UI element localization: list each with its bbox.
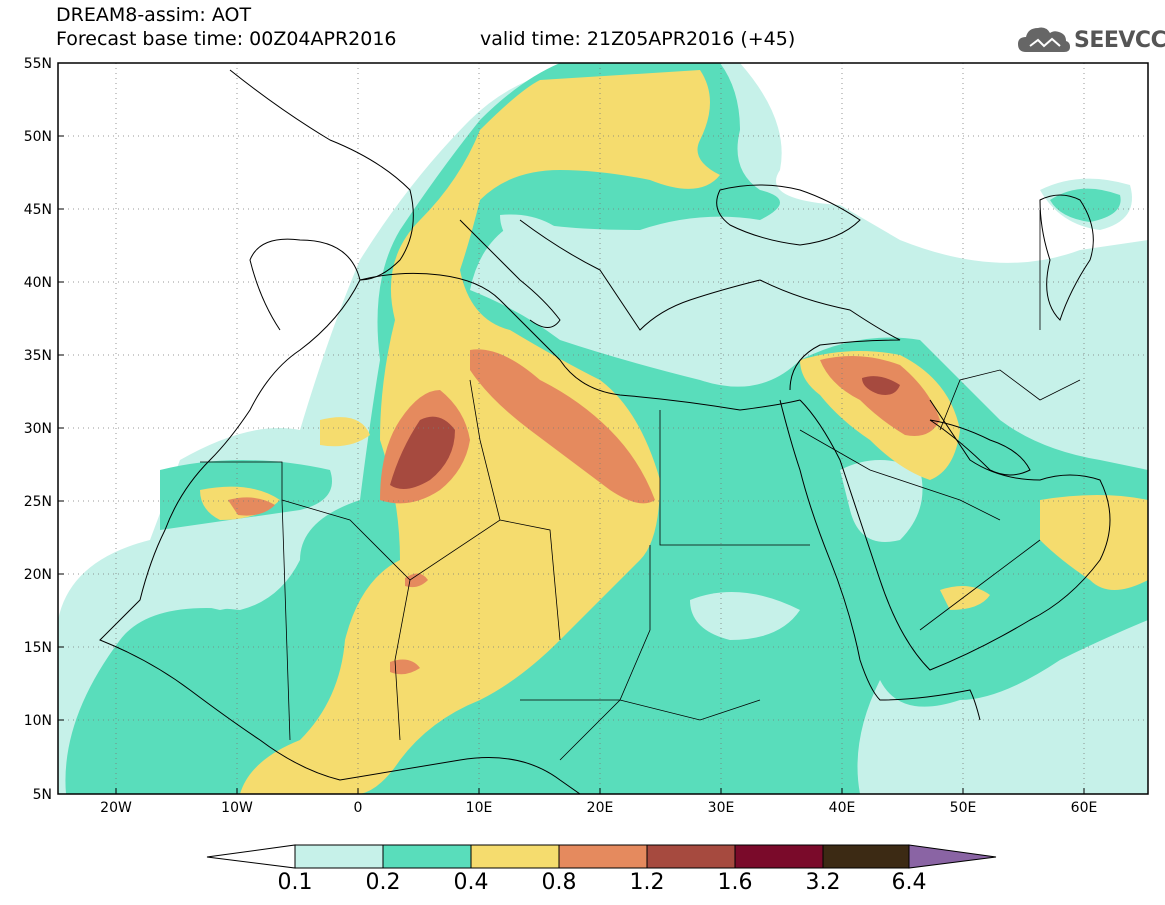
lon-label: 20E bbox=[587, 800, 614, 816]
colorbar-swatch-0.4 bbox=[470, 844, 560, 869]
aot-level-1.2 bbox=[390, 416, 455, 489]
colorbar-label: 0.8 bbox=[541, 870, 577, 895]
colorbar-swatch-0.2 bbox=[382, 844, 472, 869]
borders bbox=[200, 210, 1081, 761]
colorbar-swatch-0.1 bbox=[294, 844, 384, 869]
persian-gulf bbox=[929, 419, 1031, 476]
colorbar-label: 3.2 bbox=[805, 870, 841, 895]
map-title: DREAM8-assim: AOT bbox=[56, 4, 252, 26]
colorbar bbox=[206, 844, 997, 869]
mediterranean-south-coast bbox=[359, 272, 801, 411]
cloud-icon bbox=[1018, 27, 1070, 52]
colorbar-label: 1.2 bbox=[629, 870, 665, 895]
lon-label: 60E bbox=[1071, 800, 1098, 816]
black-sea bbox=[716, 184, 861, 246]
lat-label: 5N bbox=[33, 787, 52, 803]
colorbar-swatch-3.2 bbox=[822, 844, 910, 869]
lat-label: 50N bbox=[24, 129, 52, 145]
lon-label: 30E bbox=[708, 800, 735, 816]
lon-label: 10W bbox=[221, 800, 253, 816]
base-time: Forecast base time: 00Z04APR2016 bbox=[56, 28, 397, 50]
lat-labels: 55N 50N 45N 40N 35N 30N 25N 20N 15N 10N … bbox=[24, 56, 52, 803]
lon-labels: 20W 10W 0 10E 20E 30E 40E 50E 60E bbox=[100, 800, 1097, 816]
africa-coastline bbox=[99, 279, 581, 794]
graticule bbox=[58, 63, 1148, 794]
colorbar-label: 0.1 bbox=[277, 870, 313, 895]
coastlines bbox=[99, 69, 1111, 794]
europe-coast bbox=[229, 69, 414, 331]
lat-label: 15N bbox=[24, 640, 52, 656]
lat-label: 25N bbox=[24, 494, 52, 510]
lat-label: 45N bbox=[24, 202, 52, 218]
lon-label: 0 bbox=[354, 800, 363, 816]
colorbar-swatch-0.8 bbox=[558, 844, 648, 869]
lat-label: 10N bbox=[24, 713, 52, 729]
turkey-levant bbox=[759, 279, 901, 391]
lon-label: 10E bbox=[466, 800, 493, 816]
lon-label: 20W bbox=[100, 800, 132, 816]
arabia-coast bbox=[799, 399, 1111, 671]
logo-text: SEEVCCC bbox=[1074, 28, 1165, 53]
lon-label: 40E bbox=[829, 800, 856, 816]
lon-label: 50E bbox=[950, 800, 977, 816]
aot-level-0.4 bbox=[240, 70, 720, 794]
colorbar-high-arrow bbox=[908, 844, 997, 869]
colorbar-swatch-1.6 bbox=[734, 844, 824, 869]
colorbar-label: 0.2 bbox=[365, 870, 401, 895]
tick-marks bbox=[58, 62, 1085, 795]
lat-label: 35N bbox=[24, 348, 52, 364]
seevccc-logo: SEEVCCC bbox=[1016, 22, 1165, 58]
colorbar-swatch-1.2 bbox=[646, 844, 736, 869]
balkans-greece bbox=[519, 219, 761, 331]
italy bbox=[459, 219, 561, 328]
colorbar-label: 0.4 bbox=[453, 870, 489, 895]
red-sea-coast bbox=[779, 399, 981, 721]
caspian-sea bbox=[1039, 194, 1094, 321]
colorbar-label: 1.6 bbox=[717, 870, 753, 895]
valid-time: valid time: 21Z05APR2016 (+45) bbox=[480, 28, 796, 50]
lat-label: 40N bbox=[24, 275, 52, 291]
colorbar-label: 6.4 bbox=[891, 870, 927, 895]
aot-field bbox=[58, 63, 1148, 794]
lat-label: 30N bbox=[24, 421, 52, 437]
lat-label: 20N bbox=[24, 567, 52, 583]
lat-label: 55N bbox=[24, 56, 52, 72]
colorbar-low-arrow bbox=[206, 844, 296, 869]
